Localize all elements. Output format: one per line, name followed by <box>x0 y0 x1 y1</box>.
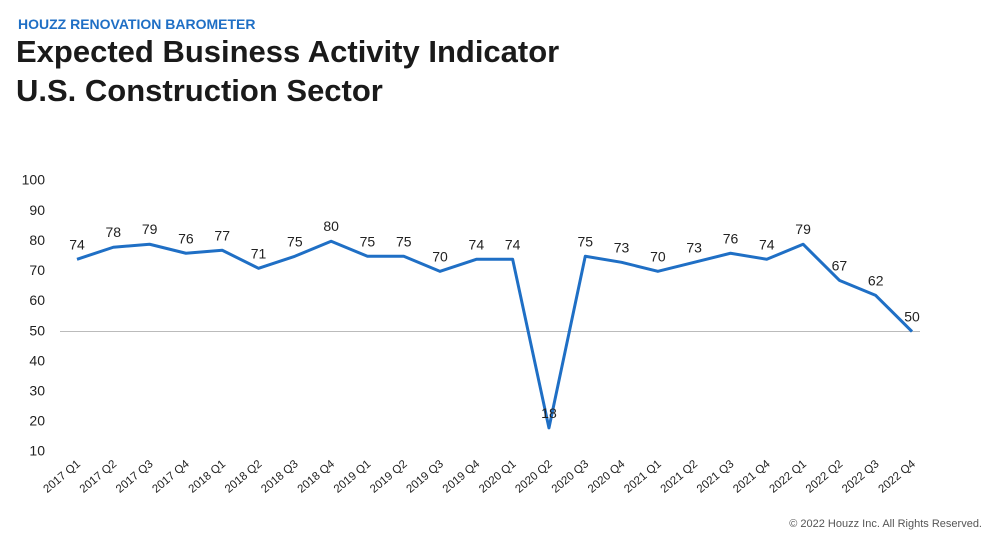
x-tick-label: 2020 Q3 <box>550 458 592 496</box>
x-tick-label: 2021 Q1 <box>622 458 664 496</box>
x-tick-label: 2020 Q4 <box>586 458 628 496</box>
value-label: 18 <box>541 405 557 421</box>
value-label: 74 <box>505 236 521 252</box>
x-tick-label: 2018 Q4 <box>296 458 338 496</box>
y-tick-label: 90 <box>29 202 45 218</box>
chart-title: Expected Business Activity Indicator <box>16 34 559 69</box>
value-label: 71 <box>251 245 267 261</box>
x-tick-label: 2018 Q3 <box>259 458 301 496</box>
value-label: 79 <box>795 221 811 237</box>
x-tick-label: 2021 Q2 <box>659 458 701 496</box>
line <box>76 239 914 430</box>
x-tick-label: 2019 Q3 <box>404 458 446 496</box>
x-tick-label: 2021 Q4 <box>731 458 773 496</box>
y-tick-label: 100 <box>22 172 46 188</box>
x-tick-label: 2017 Q2 <box>78 458 120 496</box>
value-label: 75 <box>396 233 412 249</box>
value-label: 80 <box>323 218 339 234</box>
y-tick-label: 70 <box>29 262 45 278</box>
value-label: 50 <box>904 309 920 325</box>
value-label: 73 <box>614 239 630 255</box>
x-tick-label: 2020 Q2 <box>513 458 555 496</box>
x-tick-label: 2019 Q4 <box>441 458 483 496</box>
value-label: 79 <box>142 221 158 237</box>
x-tick-label: 2018 Q2 <box>223 458 265 496</box>
x-tick-label: 2019 Q2 <box>368 458 410 496</box>
value-label: 70 <box>650 248 666 264</box>
value-label: 74 <box>469 236 485 252</box>
value-label: 76 <box>723 230 739 246</box>
y-tick-label: 50 <box>29 322 45 338</box>
y-tick-label: 10 <box>29 443 45 459</box>
x-tick-label: 2022 Q1 <box>768 458 810 496</box>
chart-subtitle: U.S. Construction Sector <box>16 73 383 108</box>
x-tick-label: 2019 Q1 <box>332 458 374 496</box>
y-tick-label: 80 <box>29 232 45 248</box>
value-label: 74 <box>69 236 85 252</box>
value-label: 76 <box>178 230 194 246</box>
y-tick-label: 20 <box>29 413 45 429</box>
x-tick-label: 2022 Q4 <box>876 458 918 496</box>
value-label: 62 <box>868 272 884 288</box>
x-tick-label: 2022 Q2 <box>804 458 846 496</box>
x-tick-label: 2017 Q4 <box>150 458 192 496</box>
x-tick-label: 2018 Q1 <box>187 458 229 496</box>
value-label: 75 <box>287 233 303 249</box>
x-tick-label: 2017 Q1 <box>41 458 83 496</box>
value-label: 75 <box>360 233 376 249</box>
footer: © 2022 Houzz Inc. All Rights Reserved. <box>789 518 982 530</box>
y-tick-label: 40 <box>29 352 45 368</box>
kicker: HOUZZ RENOVATION BAROMETER <box>18 16 255 32</box>
y-tick-label: 30 <box>29 382 45 398</box>
value-label: 67 <box>832 257 848 273</box>
y-tick-label: 60 <box>29 292 45 308</box>
value-label: 74 <box>759 236 775 252</box>
x-tick-label: 2017 Q3 <box>114 458 156 496</box>
x-tick-label: 2021 Q3 <box>695 458 737 496</box>
value-label: 78 <box>106 224 122 240</box>
value-label: 73 <box>686 239 702 255</box>
x-tick-label: 2022 Q3 <box>840 458 882 496</box>
value-label: 77 <box>214 227 230 243</box>
value-label: 75 <box>577 233 593 249</box>
value-label: 70 <box>432 248 448 264</box>
x-tick-label: 2020 Q1 <box>477 458 519 496</box>
